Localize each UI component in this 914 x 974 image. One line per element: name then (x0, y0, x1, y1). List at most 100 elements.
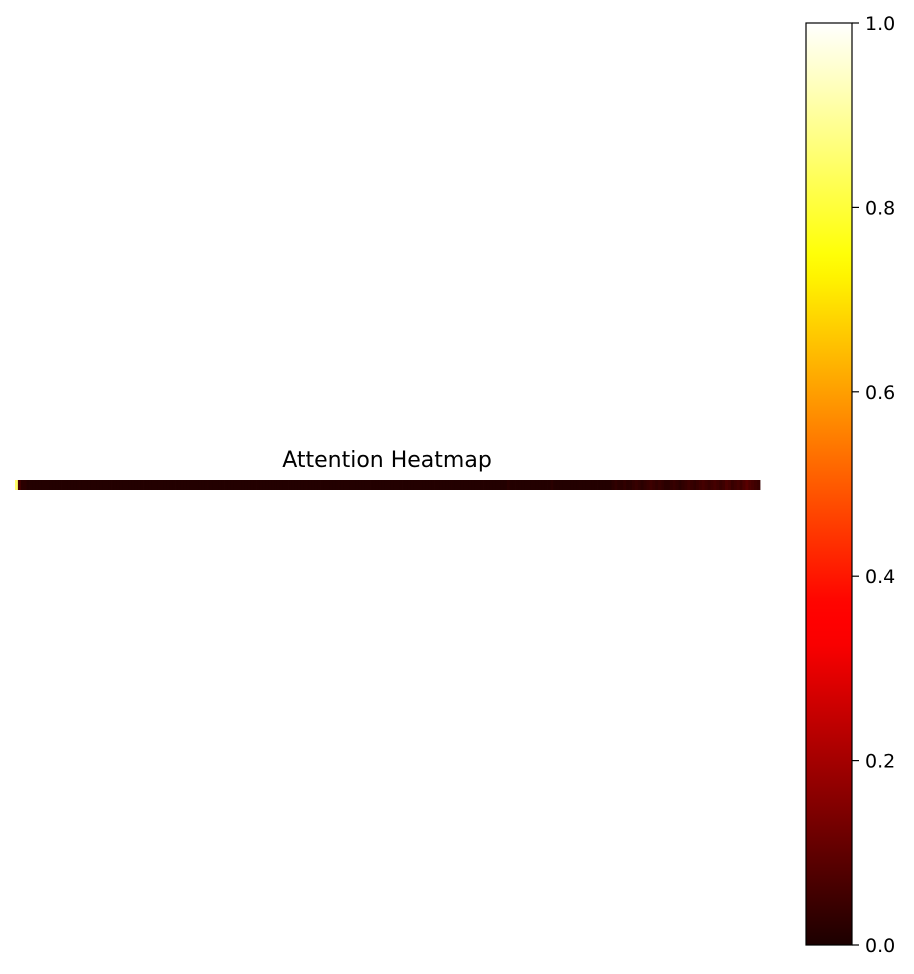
heatmap-cell (573, 480, 578, 490)
heatmap-cell (93, 480, 97, 490)
heatmap-cell (122, 480, 126, 490)
heatmap-cell (70, 480, 74, 490)
colorbar-ticks: 0.0 0.2 0.4 0.6 0.8 1.0 (852, 13, 895, 957)
heatmap-cell (678, 480, 682, 490)
heatmap-cell (576, 480, 580, 490)
heatmap-cells (15, 480, 761, 490)
heatmap-cell (518, 480, 522, 490)
heatmap-cell (230, 480, 234, 490)
heatmap-cell (649, 480, 653, 490)
heatmap-cell (384, 480, 388, 490)
heatmap-cell (256, 480, 260, 490)
heatmap-cell (361, 480, 365, 490)
heatmap-cell (500, 480, 505, 490)
heatmap-cell (442, 480, 447, 490)
heatmap-cell (431, 480, 435, 490)
heatmap-cell (530, 480, 534, 490)
heatmap-cell (204, 480, 208, 490)
heatmap-cell (300, 480, 304, 490)
heatmap-cell (521, 480, 525, 490)
heatmap-cell (387, 480, 391, 490)
heatmap-cell (303, 480, 307, 490)
heatmap-cell (320, 480, 324, 490)
heatmap-cell (698, 480, 703, 490)
heatmap-cell (404, 480, 409, 490)
heatmap-cell (631, 480, 636, 490)
heatmap-cell (15, 480, 19, 490)
colorbar-frame (805, 22, 853, 946)
heatmap-cell (186, 480, 191, 490)
heatmap-cell (739, 480, 743, 490)
heatmap-cell (44, 480, 48, 490)
heatmap-cell (390, 480, 394, 490)
colorbar (806, 23, 852, 945)
heatmap-cell (591, 480, 595, 490)
heatmap-cell (29, 480, 33, 490)
heatmap-cell (425, 480, 429, 490)
heatmap-cell (629, 480, 633, 490)
heatmap-cell (541, 480, 546, 490)
heatmap-cell (695, 480, 700, 490)
heatmap-cell (76, 480, 80, 490)
heatmap-cell (582, 480, 586, 490)
heatmap-cell (207, 480, 211, 490)
heatmap-cell (154, 480, 158, 490)
heatmap-cell (512, 480, 516, 490)
heatmap-cell (725, 480, 729, 490)
heatmap-cell (145, 480, 150, 490)
heatmap-cell (602, 480, 607, 490)
heatmap-cell (562, 480, 566, 490)
heatmap-cell (448, 480, 452, 490)
heatmap-cell (364, 480, 368, 490)
heatmap-cell (306, 480, 310, 490)
heatmap-cell (247, 480, 252, 490)
heatmap-cell (434, 480, 438, 490)
heatmap-cell (652, 480, 656, 490)
heatmap-cell (460, 480, 464, 490)
heatmap-cell (672, 480, 677, 490)
heatmap-cell (693, 480, 697, 490)
heatmap-cell (134, 480, 138, 490)
heatmap-cell (148, 480, 153, 490)
heatmap-cell (451, 480, 455, 490)
heatmap-cell (195, 480, 199, 490)
heatmap-cell (329, 480, 333, 490)
heatmap-cell (544, 480, 548, 490)
heatmap-cell (233, 480, 237, 490)
heatmap-cell (140, 480, 144, 490)
heatmap-cell (480, 480, 484, 490)
heatmap-cell (623, 480, 627, 490)
heatmap-cell (160, 480, 164, 490)
heatmap-cell (559, 480, 563, 490)
heatmap-cell (212, 480, 217, 490)
heatmap-cell (99, 480, 103, 490)
heatmap-cell (704, 480, 709, 490)
heatmap-cell (498, 480, 502, 490)
heatmap-cell (79, 480, 83, 490)
colorbar-tick-label: 0.0 (865, 935, 895, 957)
heatmap-cell (84, 480, 89, 490)
heatmap-cell (268, 480, 272, 490)
heatmap-cell (634, 480, 639, 490)
heatmap-cell (477, 480, 482, 490)
heatmap-cell (177, 480, 182, 490)
heatmap-cell (489, 480, 493, 490)
heatmap-cell (265, 480, 269, 490)
heatmap-cell (533, 480, 537, 490)
heatmap-cell (524, 480, 528, 490)
heatmap-cell (349, 480, 353, 490)
heatmap-cell (570, 480, 575, 490)
heatmap-cell (399, 480, 403, 490)
heatmap-cell (428, 480, 432, 490)
heatmap-cell (20, 480, 25, 490)
heatmap-cell (355, 480, 359, 490)
heatmap-cell (250, 480, 255, 490)
heatmap-cell (690, 480, 694, 490)
heatmap-cell (503, 480, 508, 490)
heatmap-cell (381, 480, 385, 490)
heatmap-cell (111, 480, 115, 490)
heatmap-cell (733, 480, 738, 490)
heatmap-cell (681, 480, 685, 490)
heatmap-cell (215, 480, 220, 490)
